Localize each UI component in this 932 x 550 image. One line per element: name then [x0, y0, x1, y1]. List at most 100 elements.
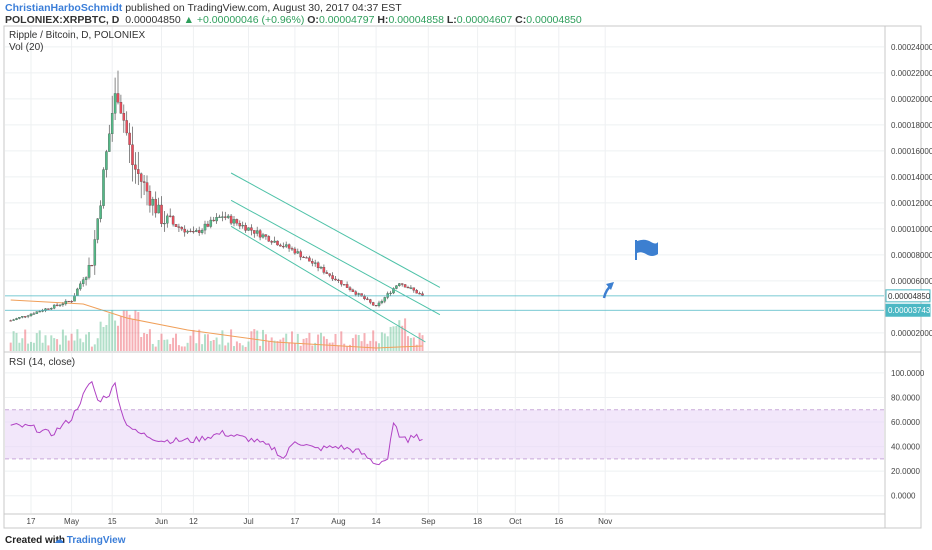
candle-body	[73, 295, 76, 302]
volume-bar	[378, 343, 380, 351]
candle-body	[32, 313, 36, 315]
candle-body	[366, 298, 369, 300]
candle	[70, 300, 73, 303]
candle-body	[299, 251, 302, 258]
volume-bar	[369, 340, 372, 351]
candle-body	[183, 228, 186, 233]
volume-bar	[322, 336, 325, 351]
candle-body	[21, 316, 24, 318]
volume-bar	[244, 346, 247, 351]
candle-body	[58, 304, 62, 306]
candle-body	[221, 216, 224, 218]
low-value: 0.00004607	[456, 14, 513, 26]
candle	[139, 172, 143, 199]
volume-bar	[114, 320, 117, 351]
candle-body	[267, 236, 271, 242]
candle-body	[67, 300, 70, 303]
volume-bar	[204, 334, 206, 351]
volume-bar	[418, 332, 421, 351]
candle-body	[279, 244, 282, 247]
volume-bar	[407, 336, 409, 351]
candle	[116, 70, 120, 105]
candle-body	[166, 215, 169, 224]
candle	[229, 214, 233, 226]
candle-body	[64, 300, 68, 305]
volume-bar	[363, 333, 366, 351]
volume-bar	[238, 343, 241, 351]
candle	[374, 305, 378, 307]
candle-body	[168, 215, 172, 217]
candle	[9, 319, 12, 322]
candle-body	[50, 308, 53, 310]
volume-bar	[401, 325, 404, 351]
volume-bar	[253, 329, 256, 351]
candle-body	[206, 223, 210, 227]
volume-bar	[264, 334, 267, 351]
volume-bar	[247, 341, 250, 351]
candle-body	[250, 227, 253, 231]
candle	[47, 308, 50, 310]
volume-bar	[15, 332, 18, 351]
chart-canvas[interactable]: 0.00004850 0.00003743 0.00024000 0.0002200…	[0, 0, 932, 532]
volume-bar	[195, 343, 198, 351]
candle	[195, 228, 198, 233]
candle	[183, 225, 186, 237]
candle	[366, 296, 369, 301]
volume-bar	[349, 344, 351, 351]
candle	[55, 303, 59, 307]
candle-body	[287, 244, 291, 249]
candle	[64, 299, 68, 306]
candle	[29, 313, 33, 317]
price-label-box	[885, 289, 931, 303]
volume-bar	[340, 331, 343, 351]
candle-body	[125, 120, 128, 134]
candle	[287, 243, 291, 252]
candle-body	[383, 297, 387, 302]
volume-bar	[346, 346, 349, 351]
cloud-icon: ☁	[54, 535, 64, 546]
time-tick-label: 18	[473, 517, 482, 526]
time-tick-label: Oct	[509, 517, 522, 526]
volume-bar	[166, 339, 169, 351]
candle-body	[90, 265, 94, 267]
candle	[192, 226, 195, 234]
channel-lower-line[interactable]	[230, 225, 426, 343]
candle	[52, 304, 56, 310]
volume-bar	[198, 329, 201, 351]
candle	[84, 276, 88, 286]
chart-title: Ripple / Bitcoin, D, POLONIEX	[9, 30, 145, 41]
volume-bar	[44, 335, 47, 351]
candle-body	[9, 320, 12, 322]
candle-body	[400, 283, 404, 285]
candle	[316, 261, 320, 272]
candle	[209, 216, 213, 229]
candle-body	[308, 257, 311, 262]
candle-body	[145, 182, 149, 192]
volume-bar	[288, 342, 291, 351]
candle	[12, 318, 15, 321]
tradingview-logo[interactable]: ☁ TradingView	[54, 535, 126, 546]
author-link[interactable]: ChristianHarboSchmidt	[5, 2, 123, 14]
volume-bar	[380, 332, 383, 351]
candle-body	[238, 223, 242, 227]
channel-upper-line[interactable]	[230, 172, 441, 288]
candle	[174, 224, 178, 228]
time-tick-label: May	[64, 517, 79, 526]
candle-body	[192, 231, 195, 233]
volume-bar	[267, 341, 270, 351]
candle-body	[340, 280, 343, 285]
volume-bar	[354, 334, 357, 351]
time-tick-label: Sep	[421, 517, 436, 526]
candle	[189, 228, 192, 233]
volume-bar	[314, 342, 317, 351]
candle-body	[398, 283, 401, 286]
time-tick-label: 14	[372, 517, 381, 526]
candle	[247, 227, 250, 231]
candle-body	[395, 285, 398, 289]
rsi-tick-label: 0.0000	[891, 492, 916, 501]
low-label: L:	[446, 14, 457, 26]
close-value: 0.00004850	[526, 14, 582, 26]
volume-bar	[317, 334, 320, 351]
candle-body	[177, 226, 181, 228]
volume-bar	[279, 339, 282, 351]
